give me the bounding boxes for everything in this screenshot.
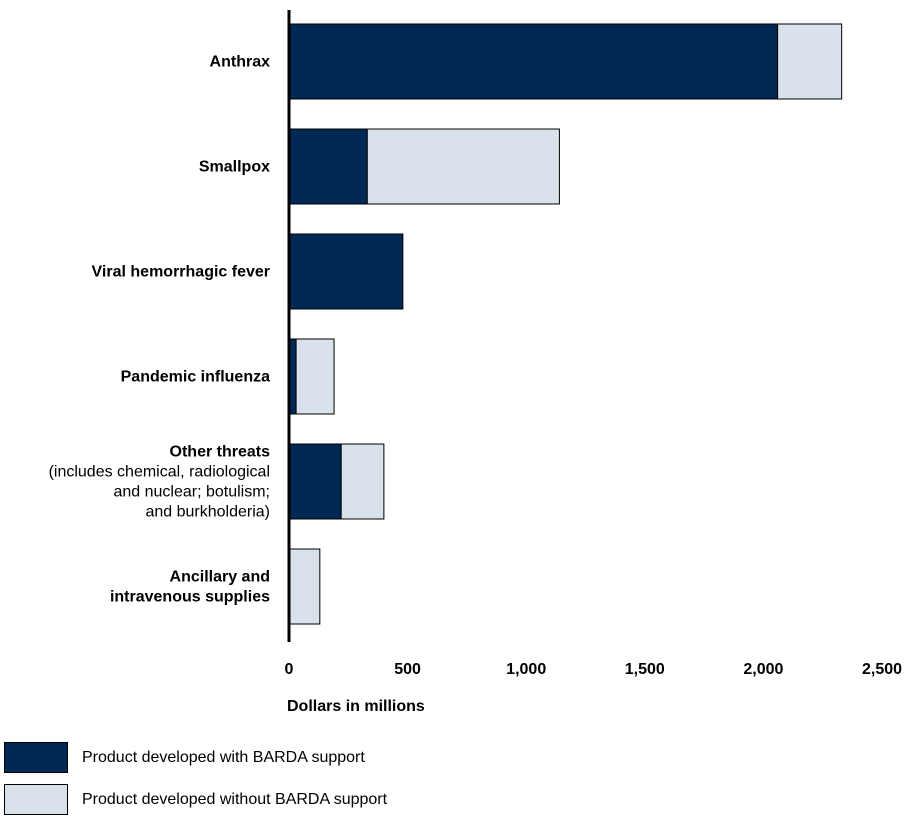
category-label-4-line-2: and nuclear; botulism;	[113, 484, 270, 501]
bar-segment-2-0	[288, 233, 404, 310]
legend-swatch-with-barda	[4, 742, 68, 773]
legend-swatch-without-barda	[4, 784, 68, 815]
legend-label-without-barda: Product developed without BARDA support	[82, 790, 388, 808]
category-label-1-line-0: Smallpox	[199, 159, 270, 176]
bar-segment-1-0	[288, 128, 368, 205]
x-tick-label-4: 2,000	[743, 661, 783, 678]
category-labels: Anthrax Smallpox Viral hemorrhagic fever Pa…	[49, 54, 271, 606]
x-tick-label-5: 2,500	[862, 661, 902, 678]
legend-item-with-barda: Product developed with BARDA support	[4, 741, 365, 774]
category-label-2-line-0: Viral hemorrhagic fever	[92, 264, 270, 281]
category-label-4-line-3: and burkholderia)	[145, 504, 270, 521]
x-tick-label-0: 0	[285, 661, 294, 678]
stacked-bar-chart: Anthrax Smallpox Viral hemorrhagic fever Pa…	[49, 10, 903, 715]
legend: Product developed with BARDA support Pro…	[4, 741, 504, 816]
legend-label-with-barda: Product developed with BARDA support	[82, 748, 365, 766]
x-tick-label-2: 1,000	[506, 661, 546, 678]
bar-segment-5-1	[288, 548, 321, 625]
category-label-5-line-0: Ancillary and	[170, 569, 270, 586]
bar-segment-1-1	[366, 128, 560, 205]
bar-segment-3-1	[295, 338, 335, 415]
bar-segment-0-0	[288, 23, 779, 100]
bars-group	[288, 23, 843, 625]
category-label-5-line-1: intravenous supplies	[110, 589, 270, 606]
category-label-0-line-0: Anthrax	[210, 54, 271, 71]
bar-segment-4-1	[340, 443, 385, 520]
category-label-3-line-0: Pandemic influenza	[121, 369, 270, 386]
legend-item-without-barda: Product developed without BARDA support	[4, 783, 387, 816]
bar-segment-0-1	[777, 23, 843, 100]
x-axis-title: Dollars in millions	[287, 698, 425, 715]
bar-segment-4-0	[288, 443, 342, 520]
x-tick-label-3: 1,500	[625, 661, 665, 678]
x-tick-labels: 0 500 1,000 1,500 2,000 2,500	[285, 661, 903, 678]
category-label-4-line-1: (includes chemical, radiological	[49, 464, 270, 481]
category-label-4-line-0: Other threats	[170, 444, 271, 461]
x-tick-label-1: 500	[394, 661, 421, 678]
